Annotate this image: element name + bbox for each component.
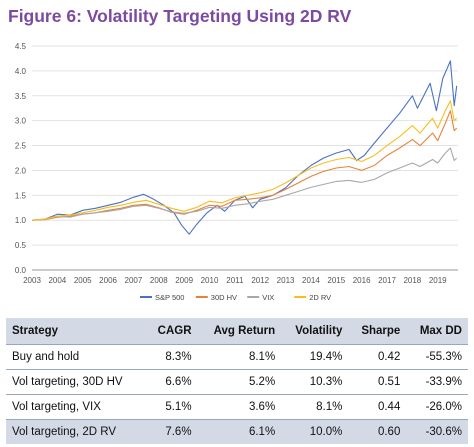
y-tick-label: 2.0 — [15, 166, 27, 175]
table-cell: -26.0% — [406, 394, 468, 420]
x-tick-label: 2006 — [99, 276, 117, 285]
x-tick-label: 2009 — [175, 276, 193, 285]
x-tick-label: 2008 — [150, 276, 168, 285]
table-cell: 0.51 — [348, 369, 407, 395]
header-volatility: Volatility — [281, 318, 349, 345]
y-tick-label: 1.5 — [15, 191, 27, 200]
table-cell: Vol targeting, 2D RV — [6, 419, 146, 444]
y-tick-label: 1.0 — [15, 216, 27, 225]
table-cell: Vol targeting, VIX — [6, 394, 146, 420]
y-tick-label: 0.5 — [15, 241, 27, 250]
table-cell: 8.1% — [281, 394, 349, 420]
series-line-s-p-500 — [31, 60, 458, 235]
table-cell: -55.3% — [406, 344, 468, 370]
x-tick-label: 2016 — [353, 276, 371, 285]
y-tick-label: 4.0 — [15, 67, 27, 76]
table-cell: 19.4% — [281, 344, 349, 370]
table-cell: Buy and hold — [6, 344, 146, 370]
y-axis-ticks: 0.0 0.5 1.0 1.5 2.0 2.5 3.0 3.5 4.0 4.5 — [15, 42, 27, 275]
table-cell: 0.44 — [348, 394, 407, 420]
line-chart: 0.00.51.01.52.02.53.03.54.04.5 2003 2004 2… — [15, 42, 458, 302]
legend-label-s-p-500: S&P 500 — [155, 293, 184, 302]
table-cell: 6.6% — [145, 369, 198, 395]
x-tick-label: 2013 — [277, 276, 295, 285]
x-tick-label: 2011 — [226, 276, 244, 285]
x-tick-label: 2010 — [201, 276, 219, 285]
series-lines — [31, 60, 458, 235]
stats-table: Strategy CAGR Avg Return Volatility Shar… — [6, 318, 468, 444]
legend: S&P 500 30D HV VIX 2D RV — [140, 293, 331, 302]
legend-label-vix: VIX — [262, 293, 274, 302]
table-row: Vol targeting, 30D HV 6.6% 5.2% 10.3% 0.… — [6, 369, 468, 395]
table-cell: 3.6% — [197, 394, 282, 420]
table-header-row: Strategy CAGR Avg Return Volatility Shar… — [6, 318, 468, 345]
gridlines — [32, 45, 458, 271]
x-tick-label: 2007 — [125, 276, 143, 285]
x-tick-label: 2005 — [74, 276, 92, 285]
x-tick-label: 2018 — [403, 276, 421, 285]
x-tick-label: 2017 — [378, 276, 396, 285]
table-cell: 0.42 — [348, 344, 407, 370]
table-cell: 10.3% — [281, 369, 349, 395]
x-tick-label: 2019 — [429, 276, 447, 285]
x-tick-label: 2004 — [48, 276, 66, 285]
table-cell: 8.3% — [145, 344, 198, 370]
x-tick-label: 2015 — [327, 276, 345, 285]
table-cell: 8.1% — [197, 344, 282, 370]
y-tick-label: 3.5 — [15, 92, 27, 101]
table-cell: 10.0% — [281, 419, 349, 444]
table-row-highlighted: Vol targeting, 2D RV 7.6% 6.1% 10.0% 0.6… — [6, 419, 468, 444]
x-tick-label: 2014 — [302, 276, 320, 285]
series-line-2d-rv — [31, 100, 458, 221]
table-cell: 0.60 — [348, 419, 407, 444]
table-cell: -30.6% — [406, 419, 468, 444]
y-tick-label: 4.5 — [15, 42, 27, 51]
legend-label-30d-hv: 30D HV — [211, 293, 237, 302]
y-tick-label: 3.0 — [15, 117, 27, 126]
table-cell: 5.1% — [145, 394, 198, 420]
x-tick-label: 2012 — [251, 276, 269, 285]
y-tick-label: 0.0 — [15, 266, 27, 275]
figure-title: Figure 6: Volatility Targeting Using 2D … — [8, 6, 352, 26]
x-tick-label: 2003 — [23, 276, 41, 285]
header-max-dd: Max DD — [406, 318, 468, 345]
table-cell: 6.1% — [197, 419, 282, 444]
legend-label-2d-rv: 2D RV — [309, 293, 331, 302]
series-line-30d-hv — [31, 110, 458, 221]
table-row: Buy and hold 8.3% 8.1% 19.4% 0.42 -55.3% — [6, 344, 468, 370]
table-cell: 7.6% — [145, 419, 198, 444]
header-sharpe: Sharpe — [348, 318, 407, 345]
table-row: Vol targeting, VIX 5.1% 3.6% 8.1% 0.44 -… — [6, 394, 468, 420]
header-strategy: Strategy — [6, 318, 146, 345]
x-axis-ticks: 2003 2004 2005 2006 2007 2008 2009 2010 2011 2012… — [23, 276, 447, 285]
table-cell: 5.2% — [197, 369, 282, 395]
table-cell: Vol targeting, 30D HV — [6, 369, 146, 395]
header-avg-return: Avg Return — [197, 318, 282, 345]
series-line-vix — [31, 147, 458, 221]
header-cagr: CAGR — [145, 318, 198, 345]
table-cell: -33.9% — [406, 369, 468, 395]
y-tick-label: 2.5 — [15, 142, 27, 151]
